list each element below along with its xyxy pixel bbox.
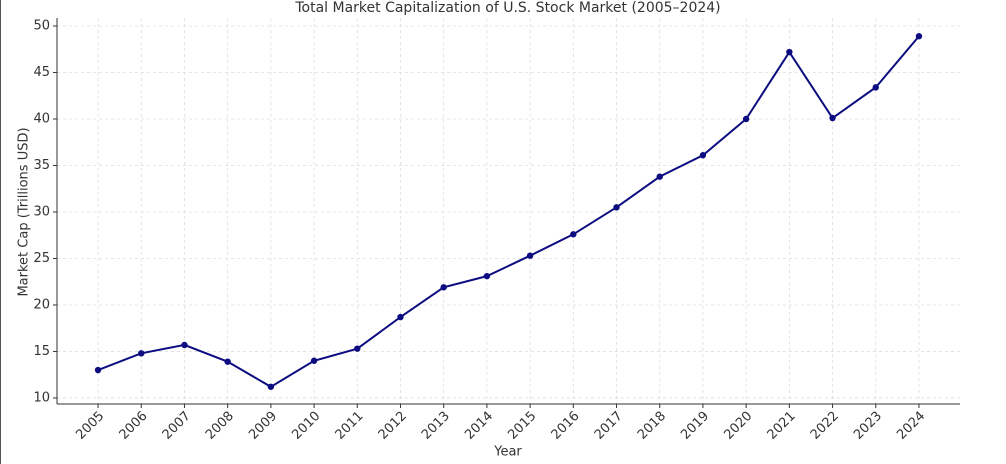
data-point [440, 284, 447, 291]
x-tick-label: 2022 [808, 409, 842, 443]
x-tick-label: 2009 [246, 409, 280, 443]
data-point [310, 357, 318, 364]
data-point [613, 204, 620, 211]
x-tick-label: 2016 [549, 409, 583, 443]
y-tick-label: 10 [33, 390, 50, 405]
x-tick-label: 2015 [505, 409, 539, 443]
data-point [224, 358, 231, 365]
data-point [570, 231, 577, 238]
x-tick-label: 2023 [851, 409, 885, 443]
x-tick-label: 2017 [592, 409, 626, 443]
y-tick-label: 50 [33, 18, 50, 33]
data-point [483, 272, 491, 280]
data-point [699, 152, 707, 159]
y-tick-label: 30 [33, 204, 50, 219]
x-tick-label: 2013 [419, 409, 453, 443]
x-tick-label: 2019 [678, 409, 712, 443]
x-tick-label: 2010 [289, 409, 323, 443]
data-point [872, 84, 879, 91]
data-point [656, 173, 663, 180]
y-tick-label: 15 [33, 344, 50, 359]
y-tick-label: 20 [33, 297, 50, 312]
data-point [526, 252, 534, 259]
data-point [397, 313, 404, 321]
data-point [915, 33, 923, 40]
x-tick-label: 2012 [376, 409, 410, 443]
x-axis-label: Year [493, 445, 522, 460]
data-point [786, 48, 793, 56]
x-tick-label: 2007 [160, 409, 194, 443]
data-point [829, 114, 836, 122]
x-tick-label: 2020 [721, 409, 755, 443]
x-tick-label: 2011 [333, 409, 367, 443]
x-tick-label: 2008 [203, 409, 237, 443]
data-point [94, 366, 102, 374]
data-line [97, 35, 920, 388]
data-point [354, 345, 361, 352]
y-tick-label: 40 [33, 111, 50, 126]
y-tick-label: 35 [33, 158, 50, 173]
data-point [267, 383, 275, 390]
x-tick-label: 2021 [765, 409, 799, 443]
data-point [742, 115, 750, 123]
data-point [181, 341, 188, 349]
y-axis-label: Market Cap (Trillions USD) [17, 127, 32, 296]
x-tick-label: 2014 [462, 409, 496, 443]
x-tick-label: 2006 [117, 409, 151, 443]
chart-title: Total Market Capitalization of U.S. Stoc… [294, 0, 720, 16]
x-tick-label: 2005 [73, 409, 107, 443]
y-tick-label: 25 [33, 251, 50, 266]
y-tick-label: 45 [33, 65, 50, 80]
data-point [138, 350, 145, 357]
x-tick-label: 2024 [894, 409, 928, 443]
x-tick-label: 2018 [635, 409, 669, 443]
